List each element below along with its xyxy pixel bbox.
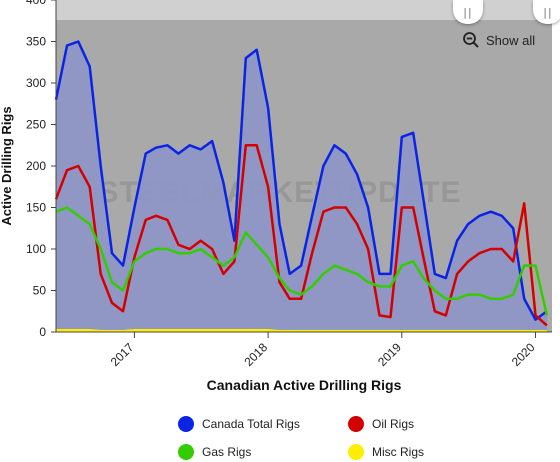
y-tick-label: 100 [26,242,46,256]
x-tick-label: 2017 [108,340,137,369]
y-tick-label: 200 [26,159,46,173]
range-handle-left[interactable]: || [453,0,483,24]
series-line-misc [56,329,547,333]
plot-top-band [56,0,552,20]
y-tick-label: 0 [39,325,46,339]
y-tick-label: 50 [33,284,47,298]
legend-label: Oil Rigs [372,417,415,431]
legend-item-gas[interactable]: Gas Rigs [178,444,251,460]
legend-swatch-misc [348,444,364,460]
legend-item-oil[interactable]: Oil Rigs [348,416,414,432]
range-handle-right[interactable]: || [533,0,560,24]
show-all-label: Show all [486,32,536,48]
y-tick-label: 400 [26,0,46,7]
x-axis-title: Canadian Active Drilling Rigs [207,377,402,393]
legend-swatch-oil [348,416,364,432]
grip-icon: || [463,5,473,19]
chart-plot: STEELMARKETUPDATE05010015020025030035040… [0,0,552,393]
legend-swatch-canada-total [178,416,194,432]
series-line-canada_total [54,40,548,321]
y-axis-title: Active Drilling Rigs [0,106,14,225]
legend-label: Gas Rigs [202,445,252,459]
series-line-gas [55,206,549,316]
legend-item-misc[interactable]: Misc Rigs [348,444,424,460]
zoom-out-icon [463,32,479,48]
y-tick-label: 150 [26,201,46,215]
legend-label: Canada Total Rigs [202,417,300,431]
x-tick-label: 2019 [375,340,404,369]
legend-label: Misc Rigs [372,445,425,459]
series-line-oil [54,144,548,327]
legend-swatch-gas [178,444,194,460]
x-tick-label: 2018 [241,340,270,369]
grip-icon: || [543,5,553,19]
y-tick-label: 350 [26,35,46,49]
y-tick-label: 250 [26,118,46,132]
show-all-button[interactable]: Show all [462,30,535,50]
legend-item-canada-total[interactable]: Canada Total Rigs [178,416,300,432]
legend: Canada Total Rigs Oil Rigs Gas Rigs Misc… [0,410,560,462]
y-tick-label: 300 [26,76,46,90]
x-tick-label: 2020 [509,340,538,369]
